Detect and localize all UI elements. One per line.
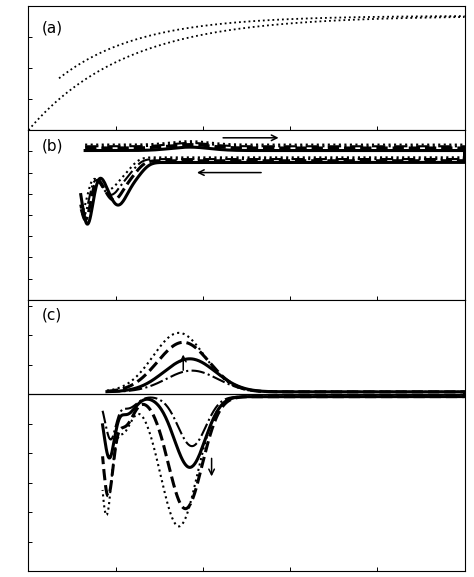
Text: (c): (c) (42, 308, 62, 323)
Text: (b): (b) (42, 138, 63, 153)
Text: (a): (a) (42, 21, 63, 36)
